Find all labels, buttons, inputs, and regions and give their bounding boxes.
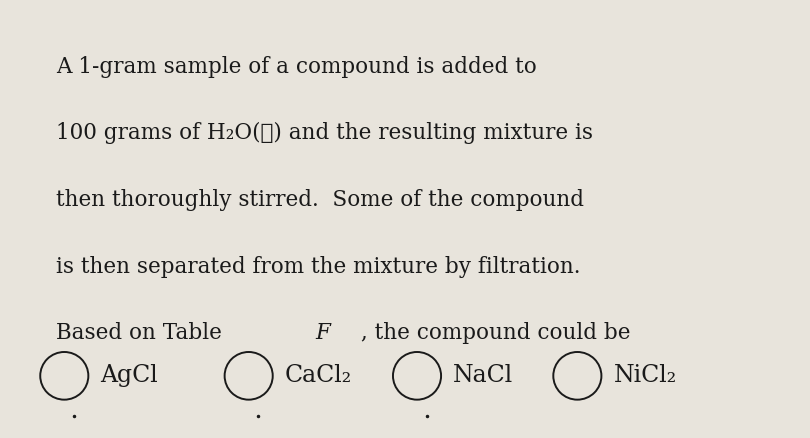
Text: NiCl₂: NiCl₂ (613, 364, 676, 387)
Text: F: F (316, 322, 330, 344)
Text: then thoroughly stirred.  Some of the compound: then thoroughly stirred. Some of the com… (56, 189, 584, 211)
Text: CaCl₂: CaCl₂ (285, 364, 352, 387)
Text: 100 grams of H₂O(ℓ) and the resulting mixture is: 100 grams of H₂O(ℓ) and the resulting mi… (56, 122, 593, 145)
Text: NaCl: NaCl (453, 364, 514, 387)
Text: Based on Table: Based on Table (56, 322, 229, 344)
Text: AgCl: AgCl (100, 364, 158, 387)
Text: , the compound could be: , the compound could be (360, 322, 630, 344)
Text: is then separated from the mixture by filtration.: is then separated from the mixture by fi… (56, 255, 581, 278)
Text: A 1-gram sample of a compound is added to: A 1-gram sample of a compound is added t… (56, 56, 537, 78)
